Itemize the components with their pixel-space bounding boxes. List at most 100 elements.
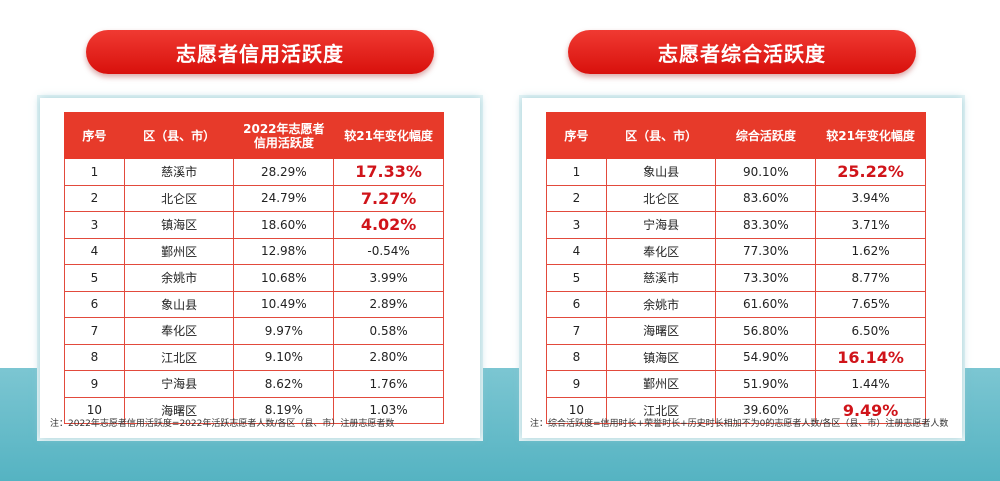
cell-activity: 90.10%	[715, 158, 817, 186]
cell-district: 象山县	[605, 158, 717, 186]
cell-index: 6	[64, 290, 125, 318]
table-row: 3 镇海区 18.60% 4.02%	[64, 211, 444, 239]
cell-district: 宁海县	[605, 211, 717, 239]
cell-activity: 56.80%	[715, 317, 817, 345]
cell-index: 10	[546, 396, 607, 424]
cell-district: 余姚市	[605, 290, 717, 318]
table-row: 4 鄞州区 12.98% -0.54%	[64, 237, 444, 265]
cell-district: 余姚市	[123, 264, 235, 292]
header-change: 较21年变化幅度	[333, 112, 444, 159]
cell-index: 10	[64, 396, 125, 424]
table-row: 5 慈溪市 73.30% 8.77%	[546, 264, 926, 292]
cell-activity: 8.19%	[233, 396, 335, 424]
table-row: 10 海曙区 8.19% 1.03%	[64, 396, 444, 424]
cell-change: 1.44%	[815, 370, 926, 398]
table-row: 8 镇海区 54.90% 16.14%	[546, 343, 926, 371]
table-row: 3 宁海县 83.30% 3.71%	[546, 211, 926, 239]
cell-index: 7	[64, 317, 125, 345]
cell-change: 1.62%	[815, 237, 926, 265]
cell-activity: 18.60%	[233, 211, 335, 239]
cell-district: 镇海区	[123, 211, 235, 239]
cell-index: 9	[64, 370, 125, 398]
cell-activity: 39.60%	[715, 396, 817, 424]
table-row: 1 慈溪市 28.29% 17.33%	[64, 158, 444, 186]
cell-district: 北仑区	[123, 184, 235, 212]
cell-index: 8	[64, 343, 125, 371]
cell-index: 2	[64, 184, 125, 212]
cell-change: 1.03%	[333, 396, 444, 424]
cell-change: 3.99%	[333, 264, 444, 292]
cell-index: 6	[546, 290, 607, 318]
overall-activity-table: 序号 区（县、市） 综合活跃度 较21年变化幅度 1 象山县 90.10% 25.22…	[546, 112, 926, 424]
header-index: 序号	[546, 112, 607, 159]
cell-activity: 9.97%	[233, 317, 335, 345]
table-row: 10 江北区 39.60% 9.49%	[546, 396, 926, 424]
cell-index: 5	[546, 264, 607, 292]
table-header-row: 序号 区（县、市） 2022年志愿者 信用活跃度 较21年变化幅度	[64, 112, 444, 159]
cell-index: 1	[64, 158, 125, 186]
cell-change: 3.71%	[815, 211, 926, 239]
overall-activity-panel: 志愿者综合活跃度 序号 区（县、市） 综合活跃度 较21年变化幅度 1 象山县 90…	[522, 30, 962, 438]
cell-district: 奉化区	[605, 237, 717, 265]
cell-activity: 8.62%	[233, 370, 335, 398]
cell-district: 鄞州区	[123, 237, 235, 265]
header-district: 区（县、市）	[123, 112, 235, 159]
cell-index: 7	[546, 317, 607, 345]
header-district: 区（县、市）	[605, 112, 717, 159]
cell-district: 江北区	[123, 343, 235, 371]
cell-activity: 77.30%	[715, 237, 817, 265]
cell-activity: 10.49%	[233, 290, 335, 318]
cell-activity: 83.60%	[715, 184, 817, 212]
cell-change: 8.77%	[815, 264, 926, 292]
cell-district: 象山县	[123, 290, 235, 318]
cell-district: 镇海区	[605, 343, 717, 371]
footnote: 注：2022年志愿者信用活跃度=2022年活跃志愿者人数/各区（县、市）注册志愿…	[50, 419, 395, 429]
panel-title: 志愿者信用活跃度	[86, 30, 434, 74]
table-row: 1 象山县 90.10% 25.22%	[546, 158, 926, 186]
cell-activity: 24.79%	[233, 184, 335, 212]
cell-district: 海曙区	[605, 317, 717, 345]
cell-index: 1	[546, 158, 607, 186]
table-row: 7 奉化区 9.97% 0.58%	[64, 317, 444, 345]
cell-index: 8	[546, 343, 607, 371]
footnote: 注：综合活跃度=信用时长+荣誉时长+历史时长相加不为0的志愿者人数/各区（县、市…	[530, 419, 949, 429]
cell-change: 7.27%	[333, 184, 444, 212]
cell-index: 4	[546, 237, 607, 265]
panel-title: 志愿者综合活跃度	[568, 30, 916, 74]
header-line-2: 信用活跃度	[253, 135, 314, 150]
cell-change: 2.89%	[333, 290, 444, 318]
table-row: 7 海曙区 56.80% 6.50%	[546, 317, 926, 345]
cell-activity: 12.98%	[233, 237, 335, 265]
cell-index: 2	[546, 184, 607, 212]
cell-change: 7.65%	[815, 290, 926, 318]
table-card: 序号 区（县、市） 综合活跃度 较21年变化幅度 1 象山县 90.10% 25.22…	[522, 98, 962, 438]
header-line-1: 2022年志愿者	[243, 121, 325, 136]
cell-change: 6.50%	[815, 317, 926, 345]
cell-index: 4	[64, 237, 125, 265]
cell-district: 江北区	[605, 396, 717, 424]
cell-index: 5	[64, 264, 125, 292]
cell-index: 9	[546, 370, 607, 398]
table-row: 9 宁海县 8.62% 1.76%	[64, 370, 444, 398]
table-row: 2 北仑区 83.60% 3.94%	[546, 184, 926, 212]
cell-district: 宁海县	[123, 370, 235, 398]
credit-activity-panel: 志愿者信用活跃度 序号 区（县、市） 2022年志愿者 信用活跃度 较21年变化…	[40, 30, 480, 438]
table-row: 2 北仑区 24.79% 7.27%	[64, 184, 444, 212]
cell-change: 1.76%	[333, 370, 444, 398]
table-row: 8 江北区 9.10% 2.80%	[64, 343, 444, 371]
header-credit-activity: 2022年志愿者 信用活跃度	[233, 112, 335, 159]
cell-activity: 83.30%	[715, 211, 817, 239]
cell-activity: 9.10%	[233, 343, 335, 371]
cell-change: -0.54%	[333, 237, 444, 265]
cell-district: 海曙区	[123, 396, 235, 424]
cell-district: 慈溪市	[605, 264, 717, 292]
table-card: 序号 区（县、市） 2022年志愿者 信用活跃度 较21年变化幅度 1 慈溪市 28…	[40, 98, 480, 438]
table-row: 4 奉化区 77.30% 1.62%	[546, 237, 926, 265]
cell-district: 奉化区	[123, 317, 235, 345]
cell-index: 3	[546, 211, 607, 239]
header-overall-activity: 综合活跃度	[715, 112, 817, 159]
cell-change: 17.33%	[333, 158, 444, 186]
table-row: 9 鄞州区 51.90% 1.44%	[546, 370, 926, 398]
credit-activity-table: 序号 区（县、市） 2022年志愿者 信用活跃度 较21年变化幅度 1 慈溪市 28…	[64, 112, 444, 424]
header-change: 较21年变化幅度	[815, 112, 926, 159]
